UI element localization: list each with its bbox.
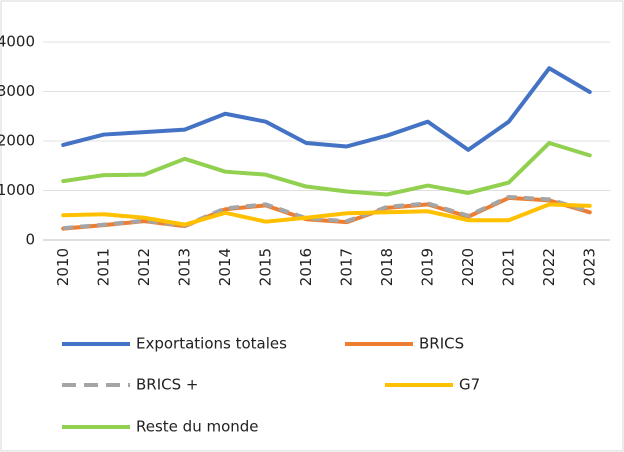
y-tick-label: 2000 xyxy=(0,132,35,150)
series-line xyxy=(61,202,592,227)
x-tick-label: 2011 xyxy=(94,248,112,286)
series-line xyxy=(61,66,592,152)
x-tick-label: 2021 xyxy=(499,248,517,286)
y-tick-label: 0 xyxy=(25,231,35,249)
x-tick-label: 2020 xyxy=(459,248,477,286)
x-tick-label: 2022 xyxy=(540,248,558,286)
legend-label: Exportations totales xyxy=(136,335,287,353)
legend-label: G7 xyxy=(459,376,480,394)
legend-label: BRICS xyxy=(419,335,464,353)
x-tick-label: 2016 xyxy=(297,248,315,286)
legend-label: BRICS + xyxy=(136,376,198,394)
x-tick-label: 2013 xyxy=(175,248,193,286)
y-tick-label: 1000 xyxy=(0,181,35,199)
y-tick-label: 4000 xyxy=(0,33,35,51)
y-tick-label: 3000 xyxy=(0,82,35,100)
legend-label: Reste du monde xyxy=(136,418,259,436)
x-tick-label: 2018 xyxy=(378,248,396,286)
x-tick-label: 2023 xyxy=(580,248,598,286)
x-tick-label: 2012 xyxy=(135,248,153,286)
x-tick-label: 2010 xyxy=(54,248,72,286)
x-tick-label: 2017 xyxy=(337,248,355,286)
x-tick-label: 2014 xyxy=(216,248,234,286)
x-tick-label: 2015 xyxy=(256,248,274,286)
series-line xyxy=(61,140,592,197)
x-tick-label: 2019 xyxy=(418,248,436,286)
series-line xyxy=(63,194,591,231)
